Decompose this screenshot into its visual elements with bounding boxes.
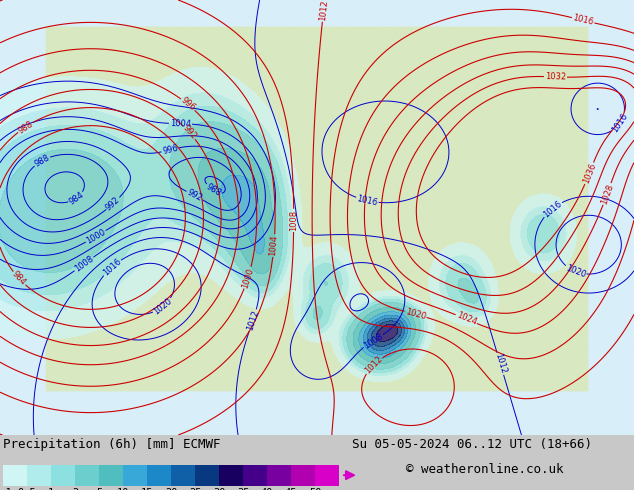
Text: 1024: 1024 — [455, 311, 477, 327]
Text: 992: 992 — [185, 188, 204, 203]
Text: 10: 10 — [117, 488, 129, 490]
Text: 1020: 1020 — [564, 264, 587, 280]
Text: 1012: 1012 — [318, 0, 329, 21]
Text: 30: 30 — [213, 488, 226, 490]
Bar — [3, 465, 27, 486]
Text: 988: 988 — [33, 153, 51, 169]
Text: 1016: 1016 — [101, 257, 123, 278]
Text: 1032: 1032 — [545, 72, 566, 82]
Text: 1000: 1000 — [84, 227, 107, 245]
Text: 1004: 1004 — [269, 235, 280, 256]
Bar — [99, 465, 123, 486]
Text: 45: 45 — [285, 488, 297, 490]
Text: 15: 15 — [141, 488, 153, 490]
Text: 1016: 1016 — [541, 199, 564, 219]
Text: 1016: 1016 — [356, 194, 378, 207]
Text: 50: 50 — [309, 488, 321, 490]
Text: 984: 984 — [67, 190, 86, 206]
Bar — [291, 465, 315, 486]
Text: 1008: 1008 — [362, 331, 384, 350]
Text: © weatheronline.co.uk: © weatheronline.co.uk — [406, 463, 563, 476]
Text: 988: 988 — [204, 182, 223, 198]
Bar — [219, 465, 243, 486]
Text: 1004: 1004 — [170, 119, 191, 128]
Bar — [315, 465, 339, 486]
Text: Precipitation (6h) [mm] ECMWF: Precipitation (6h) [mm] ECMWF — [3, 438, 221, 451]
Bar — [27, 465, 51, 486]
Text: 996: 996 — [179, 96, 197, 113]
Bar — [195, 465, 219, 486]
Text: Su 05-05-2024 06..12 UTC (18+66): Su 05-05-2024 06..12 UTC (18+66) — [352, 438, 592, 451]
Text: 1: 1 — [48, 488, 55, 490]
Text: 1016: 1016 — [572, 14, 595, 27]
Text: 1036: 1036 — [581, 162, 597, 185]
Text: 5: 5 — [96, 488, 102, 490]
Text: 1008: 1008 — [73, 254, 95, 274]
Text: 0.1: 0.1 — [0, 488, 13, 490]
Text: 1028: 1028 — [599, 182, 615, 205]
Bar — [267, 465, 291, 486]
Text: 992: 992 — [181, 123, 198, 141]
Bar — [147, 465, 171, 486]
Bar — [171, 465, 195, 486]
Text: 992: 992 — [104, 195, 122, 212]
Text: 20: 20 — [165, 488, 178, 490]
Text: 1000: 1000 — [240, 267, 256, 289]
Bar — [75, 465, 99, 486]
Text: 1020: 1020 — [404, 307, 427, 321]
Text: 1012: 1012 — [363, 354, 384, 376]
Text: 988: 988 — [16, 119, 35, 135]
Text: 1020: 1020 — [152, 296, 174, 317]
Text: 35: 35 — [237, 488, 249, 490]
Text: 40: 40 — [261, 488, 273, 490]
Text: 1008: 1008 — [289, 210, 298, 231]
Text: 0.5: 0.5 — [18, 488, 37, 490]
Text: 1016: 1016 — [611, 112, 630, 134]
Text: 1012: 1012 — [245, 309, 261, 332]
Bar — [243, 465, 267, 486]
Text: 984: 984 — [10, 270, 28, 287]
Text: 25: 25 — [189, 488, 202, 490]
Text: 996: 996 — [162, 144, 179, 156]
Text: 1012: 1012 — [493, 352, 508, 375]
Bar — [51, 465, 75, 486]
Text: 2: 2 — [72, 488, 79, 490]
Bar — [123, 465, 147, 486]
